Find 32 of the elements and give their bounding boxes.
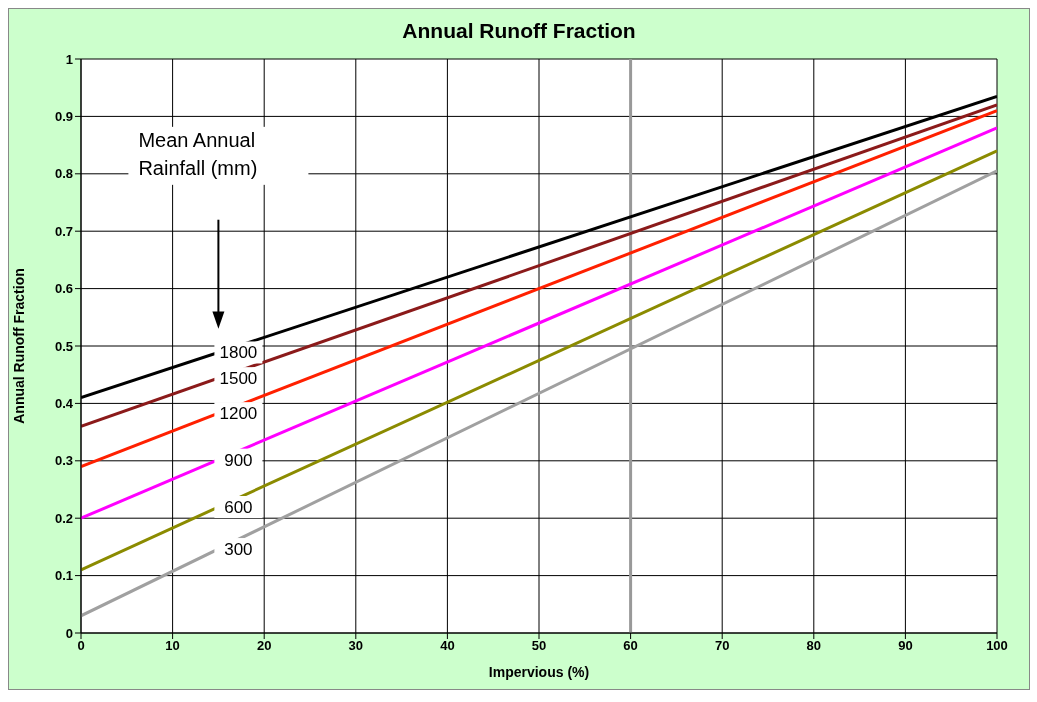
series-label: 1200: [219, 404, 258, 424]
x-tick-label: 0: [77, 638, 85, 654]
x-tick-label: 20: [256, 638, 272, 654]
y-tick-label: 0.5: [54, 338, 73, 354]
series-label: 300: [224, 540, 253, 560]
y-tick-label: 0.8: [54, 166, 73, 182]
y-tick-label: 0: [65, 625, 73, 641]
series-label: 600: [224, 498, 253, 518]
series-label: 900: [224, 450, 253, 470]
x-tick-label: 60: [623, 638, 638, 654]
x-tick-label: 40: [440, 638, 455, 654]
y-tick-label: 0.7: [54, 223, 73, 239]
y-tick-label: 1: [65, 51, 73, 67]
legend-label: 1800: [219, 343, 258, 363]
x-tick-label: 90: [898, 638, 913, 654]
x-axis-title: Impervious (%): [488, 664, 590, 680]
chart-title: Annual Runoff Fraction: [401, 18, 637, 44]
x-tick-label: 50: [531, 638, 547, 654]
x-tick-label: 100: [986, 638, 1008, 654]
x-tick-label: 80: [806, 638, 822, 654]
y-tick-label: 0.4: [54, 396, 74, 412]
y-tick-label: 0.9: [54, 109, 73, 125]
y-tick-label: 0.1: [54, 568, 73, 584]
y-tick-label: 0.6: [54, 281, 73, 297]
y-tick-label: 0.3: [54, 453, 73, 469]
x-tick-label: 30: [348, 638, 364, 654]
legend-title: Mean Annual Rainfall (mm): [138, 128, 258, 179]
y-tick-label: 0.2: [54, 510, 73, 526]
x-tick-label: 10: [165, 638, 180, 654]
y-axis-title: Annual Runoff Fraction: [10, 268, 27, 424]
series-label: 1500: [219, 369, 258, 389]
x-tick-label: 70: [714, 638, 730, 654]
